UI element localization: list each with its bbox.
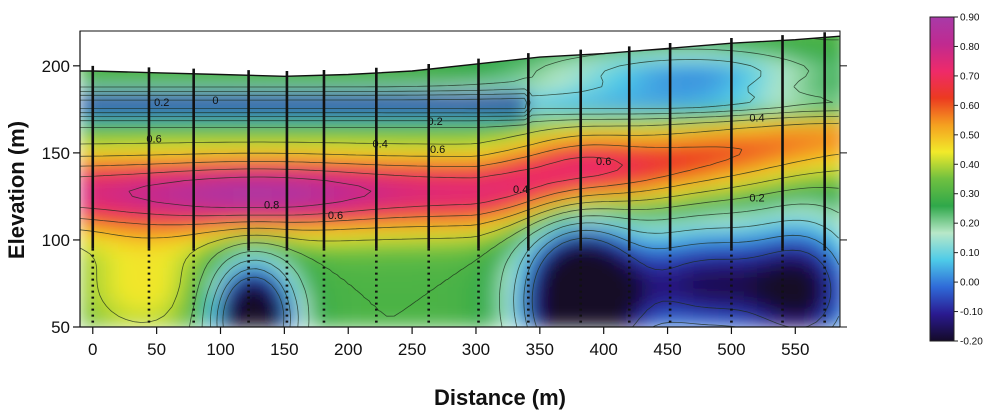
colorbar-tick-label: -0.10: [960, 307, 983, 318]
contour-line: [80, 122, 839, 239]
contour-label: 0.6: [328, 210, 343, 222]
x-tick-label: 0: [88, 340, 97, 359]
y-tick-label: 200: [42, 57, 70, 76]
x-tick-label: 300: [462, 340, 490, 359]
colorbar: 0.90 0.80 0.70 0.60 0.50 0.40 0.30 0.20 0.10 0.00…: [929, 13, 983, 348]
colorbar-gradient: [929, 16, 955, 342]
borehole-lines: [91, 32, 826, 327]
contour-line: [128, 176, 372, 208]
contour-label: 0.2: [427, 116, 442, 128]
x-tick-label: 150: [270, 340, 298, 359]
x-tick-label: 450: [653, 340, 681, 359]
y-tick-label: 150: [42, 144, 70, 163]
contour-label: 0.4: [513, 184, 528, 196]
colorbar-tick-label: 0.70: [960, 71, 980, 82]
contour-label: 0.4: [749, 113, 764, 125]
colorbar-tick-label: 0.00: [960, 278, 980, 289]
contour-label: 0.6: [430, 144, 445, 156]
y-tick-label: 100: [42, 231, 70, 250]
x-axis-title: Distance (m): [434, 385, 566, 410]
colorbar-tick-label: 0.50: [960, 130, 980, 141]
y-tick-label: 50: [51, 318, 70, 337]
contour-labels: 0.2 0 0.6 0.8 0.6 0.4 0.2 0.6 0.4 0.6 0.4 0.2: [146, 95, 764, 222]
x-ticks: 0 50 100 150 200 250 300 350 400 450 500 550: [88, 327, 809, 359]
contour-label: 0.2: [154, 97, 169, 109]
contour-label: 0.2: [749, 193, 764, 205]
x-tick-label: 200: [334, 340, 362, 359]
ground-surface-line: [80, 35, 841, 78]
colorbar-tick-label: 0.20: [960, 219, 980, 230]
contour-label: 0.6: [146, 133, 161, 145]
colorbar-tick-label: 0.10: [960, 248, 980, 259]
colorbar-tick-label: 0.60: [960, 101, 980, 112]
x-tick-label: 100: [206, 340, 234, 359]
colorbar-ticks: 0.90 0.80 0.70 0.60 0.50 0.40 0.30 0.20 0.10 0.00…: [954, 13, 983, 348]
colorbar-tick-label: 0.90: [960, 13, 980, 24]
colorbar-tick-label: -0.20: [960, 337, 983, 348]
contour-line: [80, 115, 839, 323]
y-axis-title: Elevation (m): [4, 121, 29, 259]
x-tick-label: 550: [781, 340, 809, 359]
colorbar-tick-label: 0.80: [960, 42, 980, 53]
colorbar-tick-label: 0.30: [960, 189, 980, 200]
x-tick-label: 350: [526, 340, 554, 359]
contour-line: [80, 156, 623, 217]
contour-label: 0.6: [596, 156, 611, 168]
colorbar-tick-label: 0.40: [960, 160, 980, 171]
contour-line: [80, 93, 840, 327]
contour-label: 0: [212, 95, 218, 107]
contour-label: 0.8: [264, 200, 279, 212]
axes: 0 50 100 150 200 250 300 350 400 450 500 550 50 100 1…: [42, 31, 847, 359]
x-tick-label: 250: [398, 340, 426, 359]
y-ticks: 50 100 150 200: [42, 57, 847, 337]
contour-label: 0.4: [373, 139, 388, 151]
x-tick-label: 500: [717, 340, 745, 359]
x-tick-label: 400: [590, 340, 618, 359]
x-tick-label: 50: [147, 340, 166, 359]
